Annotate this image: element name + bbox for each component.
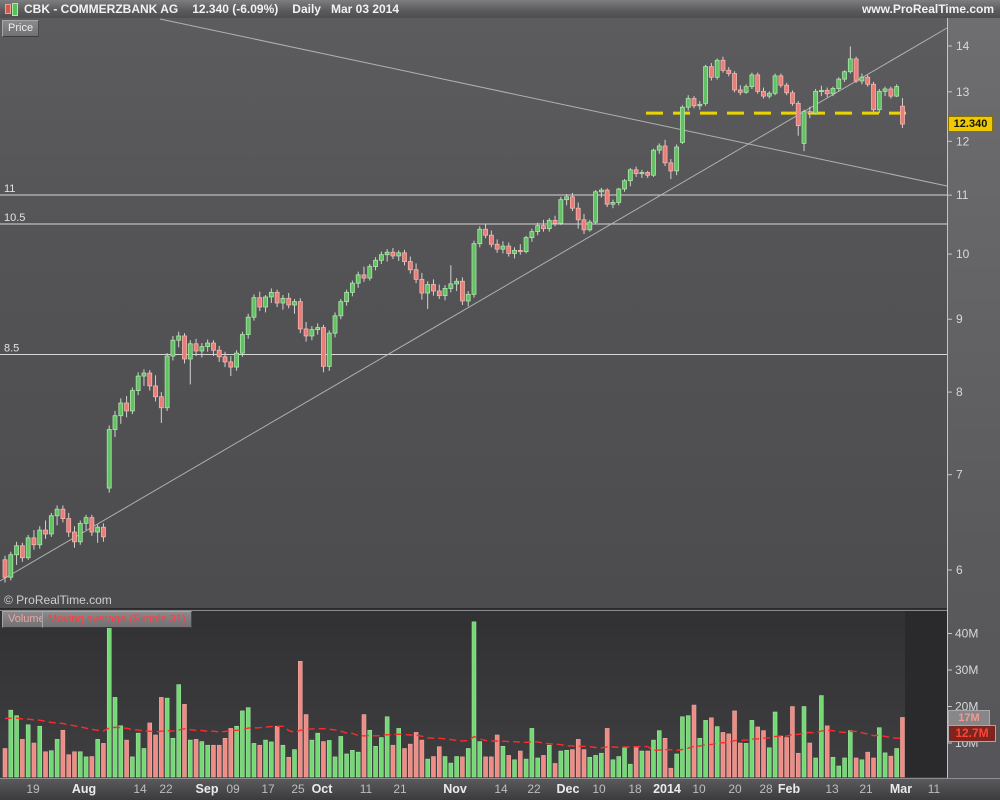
future-area <box>905 611 947 777</box>
last-price-badge: 12.340 <box>948 116 993 132</box>
tab-moving-average[interactable]: Moving average (Simple 31) <box>42 611 192 628</box>
price-axis[interactable] <box>947 18 1000 778</box>
candlestick-logo-icon <box>4 3 18 16</box>
tab-price[interactable]: Price <box>2 20 40 37</box>
last-price-and-change: 12.340 (-6.09%) <box>192 2 279 16</box>
time-axis[interactable] <box>0 778 1000 800</box>
last-volume-badge: 17M <box>948 710 990 726</box>
site-link: www.ProRealTime.com <box>861 2 994 16</box>
ma-value-badge: 12.7M <box>948 725 996 742</box>
copyright-watermark: © ProRealTime.com <box>4 593 112 607</box>
timeframe-label: Daily <box>292 2 321 16</box>
price-chart-area[interactable] <box>0 18 947 609</box>
title-bar: CBK - COMMERZBANK AG 12.340 (-6.09%) Dai… <box>0 0 1000 19</box>
volume-chart-area[interactable] <box>0 609 947 778</box>
tab-volume[interactable]: Volume <box>2 611 51 628</box>
symbol-title: CBK - COMMERZBANK AG <box>24 2 179 16</box>
date-label: Mar 03 2014 <box>330 2 400 16</box>
